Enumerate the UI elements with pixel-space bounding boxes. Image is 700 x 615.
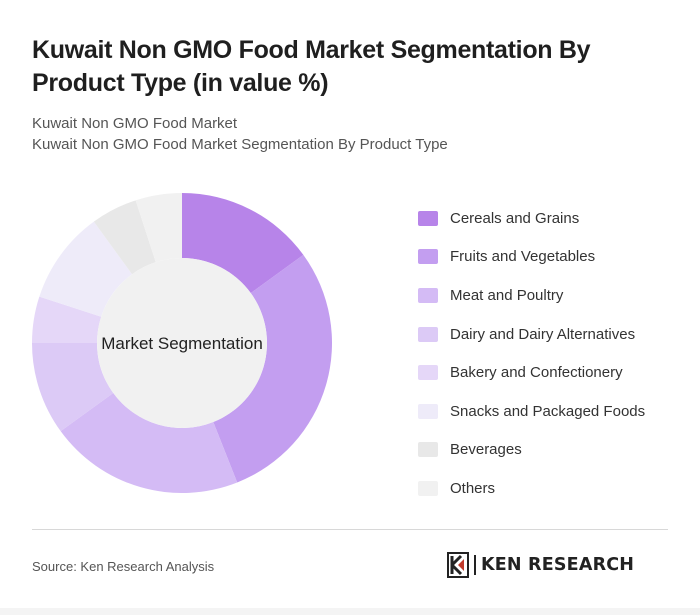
brand-separator — [474, 555, 476, 575]
legend-item: Snacks and Packaged Foods — [418, 392, 688, 431]
legend-swatch — [418, 287, 438, 303]
legend-swatch — [418, 442, 438, 458]
legend-swatch — [418, 249, 438, 265]
legend-swatch — [418, 403, 438, 419]
donut-slices — [32, 193, 332, 493]
donut-hole — [97, 258, 267, 428]
legend-swatch — [418, 365, 438, 381]
donut-center-label: Market Segmentation — [101, 334, 263, 353]
donut-slice-bakery-and-confectionery — [32, 296, 102, 343]
chart-legend: Cereals and Grains Fruits and Vegetables M… — [418, 199, 688, 508]
donut-slice-fruits-and-vegetables — [213, 254, 332, 483]
legend-item: Dairy and Dairy Alternatives — [418, 315, 688, 354]
legend-label: Fruits and Vegetables — [450, 248, 596, 266]
legend-swatch — [418, 326, 438, 342]
donut-slice-snacks-and-packaged-foods — [39, 221, 133, 317]
brand-logo: KEN RESEARCH — [447, 552, 634, 578]
legend-item: Others — [418, 469, 688, 508]
legend-swatch — [418, 210, 438, 226]
donut-slice-cereals-and-grains — [182, 193, 304, 294]
legend-item: Bakery and Confectionery — [418, 353, 688, 392]
legend-item: Beverages — [418, 431, 688, 470]
legend-label: Meat and Poultry — [450, 286, 564, 304]
legend-label: Bakery and Confectionery — [450, 364, 623, 382]
legend-label: Others — [450, 479, 496, 497]
footer-divider — [32, 529, 668, 530]
donut-chart: Market Segmentation — [32, 193, 332, 493]
source-note: Source: Ken Research Analysis — [32, 559, 215, 574]
subtitle-line-2: Kuwait Non GMO Food Market Segmentation … — [32, 136, 448, 153]
legend-item: Meat and Poultry — [418, 276, 688, 315]
legend-swatch — [418, 480, 438, 496]
legend-label: Snacks and Packaged Foods — [450, 402, 646, 420]
donut-slice-others — [135, 193, 182, 263]
legend-item: Cereals and Grains — [418, 199, 688, 238]
donut-slice-beverages — [93, 200, 156, 275]
donut-slice-dairy-and-dairy-alternatives — [32, 343, 114, 432]
legend-label: Cereals and Grains — [450, 209, 580, 227]
brand-name: KEN RESEARCH — [481, 555, 635, 575]
legend-label: Beverages — [450, 441, 522, 459]
legend-item: Fruits and Vegetables — [418, 238, 688, 277]
subtitle-line-1: Kuwait Non GMO Food Market — [32, 115, 238, 132]
donut-slice-meat-and-poultry — [60, 392, 238, 493]
chart-subtitle: Kuwait Non GMO Food Market Kuwait Non GM… — [32, 113, 652, 155]
chart-title: Kuwait Non GMO Food Market Segmentation … — [32, 36, 591, 97]
ken-research-icon — [447, 552, 469, 578]
legend-label: Dairy and Dairy Alternatives — [450, 325, 636, 343]
